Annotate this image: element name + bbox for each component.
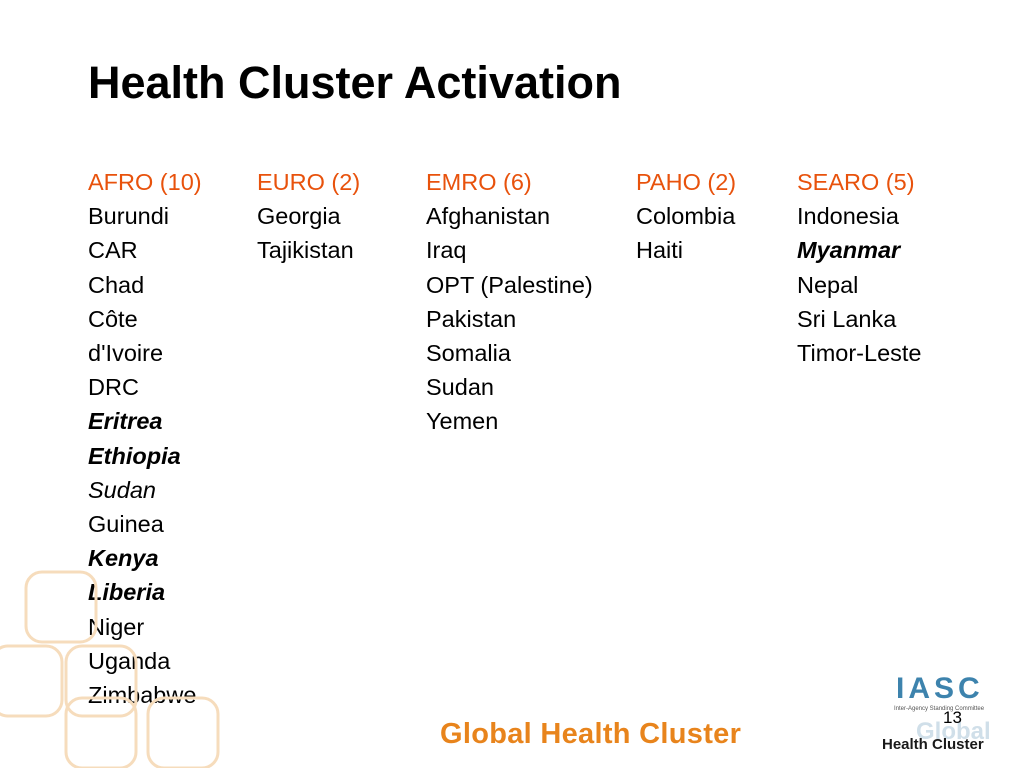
region-column-euro: EURO (2) Georgia Tajikistan [257,165,360,268]
country-item: Chad [88,271,145,298]
country-item: Guinea [88,511,164,538]
global-health-cluster-wordmark: Global Health Cluster [440,718,742,750]
country-item: Myanmar [797,237,901,264]
region-column-emro: EMRO (6) Afghanistan Iraq OPT (Palestine) P… [426,165,593,439]
region-column-afro: AFRO (10) Burundi CAR Chad Côte d'Ivoire DRC E… [88,165,202,712]
country-item: Sri Lanka [797,305,897,332]
country-item: Indonesia [797,203,899,230]
country-item: Colombia [636,203,736,230]
iasc-logo: Global IASC Inter-Agency Standing Commit… [880,672,1004,762]
country-item: Uganda [88,647,171,674]
country-item: Haiti [636,237,684,264]
country-item: Nepal [797,271,859,298]
country-item: Côte [88,305,138,332]
region-header: EURO (2) [257,169,361,195]
rounded-squares-decoration [0,570,220,768]
country-item: Eritrea [88,408,163,435]
region-header: AFRO (10) [88,169,202,195]
country-item: OPT (Palestine) [426,271,593,298]
region-header: PAHO (2) [636,169,737,195]
country-list: Burundi CAR Chad Côte d'Ivoire DRC Eritrea Ethi… [88,199,202,712]
country-item: Sudan [88,476,156,503]
country-item: Timor-Leste [797,340,922,367]
slide-title: Health Cluster Activation [88,57,622,108]
region-header: SEARO (5) [797,169,915,195]
country-item: Iraq [426,237,467,264]
country-item: Sudan [426,374,494,401]
country-item: Georgia [257,203,341,230]
logo-cluster-name: Health Cluster [882,736,984,753]
country-item: DRC [88,374,139,401]
country-item: Zimbabwe [88,682,197,709]
logo-acronym: IASC [896,672,984,705]
country-item: Kenya [88,545,159,572]
country-list: Indonesia Myanmar Nepal Sri Lanka Timor-Lest… [797,199,922,370]
logo-subtitle: Inter-Agency Standing Committee [894,706,985,712]
logo-global-text: Global [916,718,991,745]
region-header: EMRO (6) [426,169,532,195]
country-item: Ethiopia [88,442,181,469]
country-item: Burundi [88,203,169,230]
country-item: Liberia [88,579,166,606]
country-item: Somalia [426,340,511,367]
country-item: Afghanistan [426,203,551,230]
page-number: 13 [943,708,962,727]
region-column-searo: SEARO (5) Indonesia Myanmar Nepal Sri Lanka… [797,165,922,370]
country-item: Yemen [426,408,499,435]
country-item: CAR [88,237,138,264]
country-item: Pakistan [426,305,517,332]
country-list: Georgia Tajikistan [257,199,360,267]
country-list: Afghanistan Iraq OPT (Palestine) Pakistan So… [426,199,593,438]
region-column-paho: PAHO (2) Colombia Haiti [636,165,736,268]
country-item: d'Ivoire [88,340,164,367]
country-list: Colombia Haiti [636,199,736,267]
country-item: Tajikistan [257,237,354,264]
